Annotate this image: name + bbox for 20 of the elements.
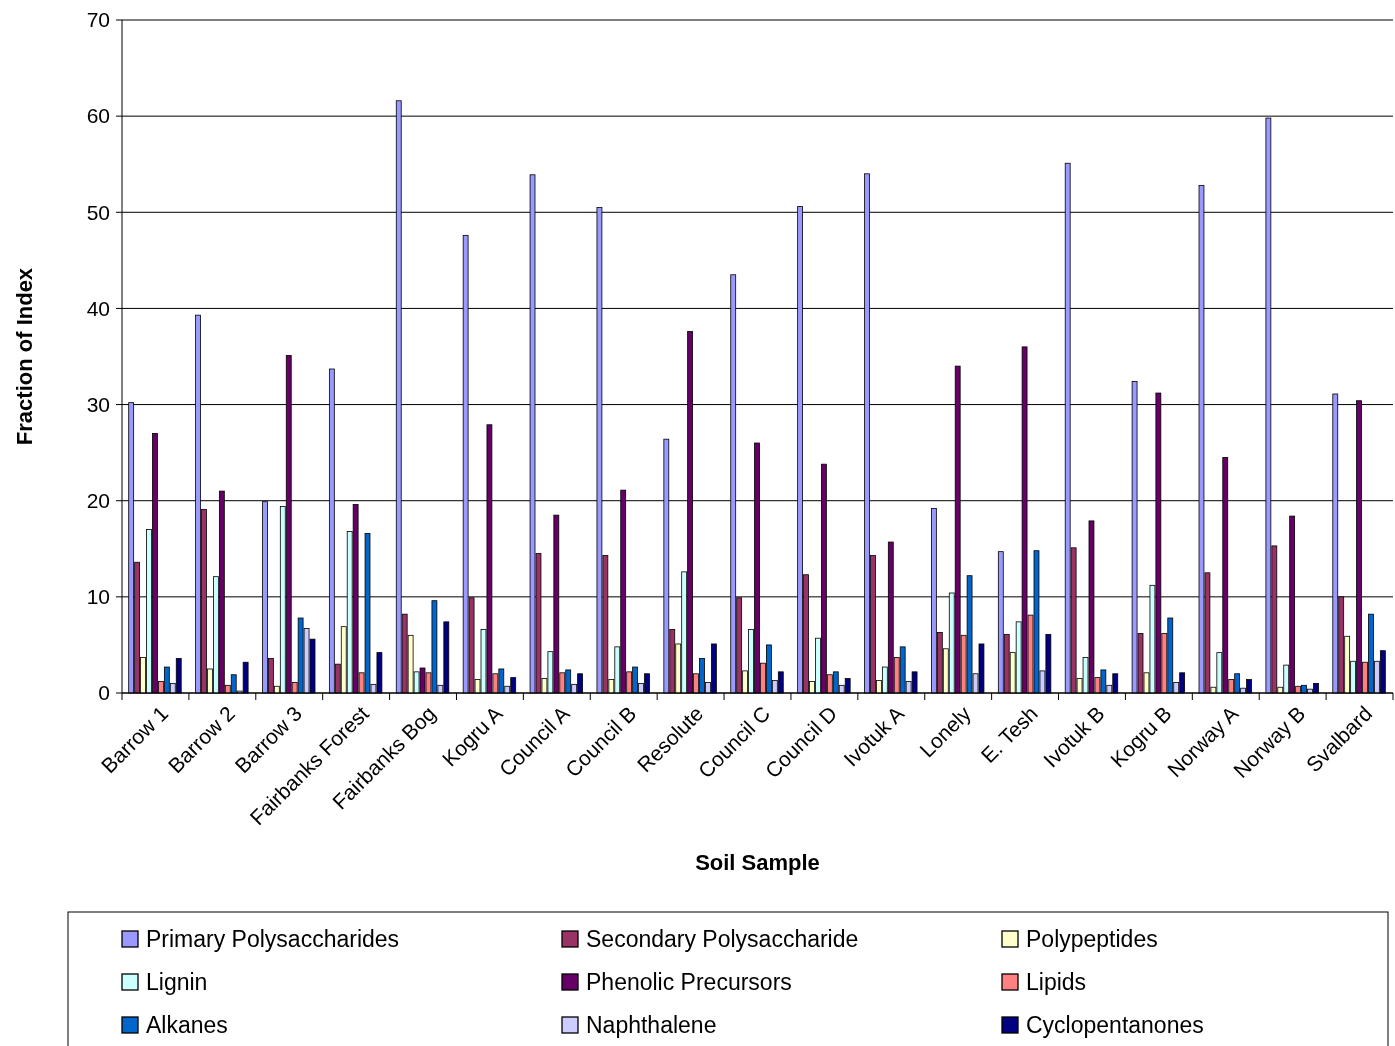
y-tick-label: 70: [86, 8, 110, 32]
legend-label: Polypeptides: [1026, 926, 1158, 953]
y-axis-title: Fraction of Index: [12, 267, 37, 446]
legend-label: Lignin: [146, 969, 208, 996]
legend-label: Phenolic Precursors: [586, 969, 792, 996]
y-tick-label: 20: [86, 489, 110, 513]
y-tick-label: 0: [98, 681, 110, 705]
y-tick-label: 60: [86, 104, 110, 128]
y-tick-label: 50: [86, 200, 110, 224]
legend-label: Naphthalene: [586, 1012, 717, 1039]
legend-label: Alkanes: [146, 1012, 228, 1039]
y-tick-label: 40: [86, 296, 110, 320]
legend-label: Secondary Polysaccharide: [586, 926, 859, 953]
y-tick-label: 10: [86, 585, 110, 609]
legend-label: Lipids: [1026, 969, 1087, 996]
y-tick-label: 30: [86, 392, 110, 416]
legend-label: Primary Polysaccharides: [146, 926, 400, 953]
legend-label: Cyclopentanones: [1026, 1012, 1204, 1039]
x-tick-label: E. Tesh: [976, 701, 1042, 768]
x-axis-title: Soil Sample: [695, 850, 820, 875]
